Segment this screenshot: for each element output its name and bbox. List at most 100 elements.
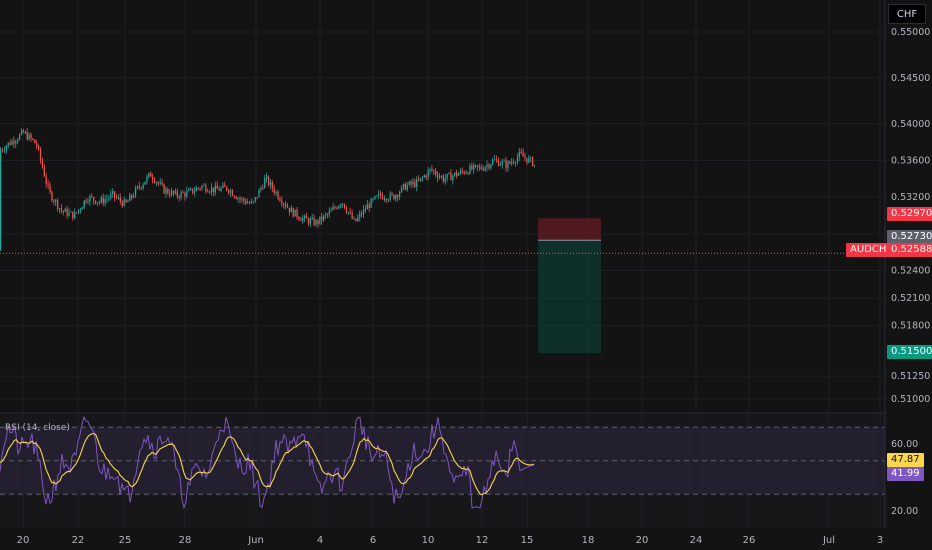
candle-body [444, 178, 446, 182]
time-axis-label: 12 [476, 535, 489, 546]
candle-body [267, 176, 270, 186]
candle-body [60, 208, 63, 211]
candle-body [298, 217, 300, 220]
candle-body [423, 175, 425, 178]
candle-body [3, 150, 6, 152]
candle-body [393, 194, 395, 200]
currency-selector[interactable]: CHF [888, 4, 926, 24]
time-axis-label: 26 [743, 535, 756, 546]
candle-body [74, 212, 76, 219]
last-price-badge: 0.52588 [887, 243, 932, 257]
price-tick-label: 0.53200 [891, 192, 930, 203]
candle-body [239, 198, 241, 200]
candle-body [507, 161, 509, 168]
candle-body [446, 173, 448, 179]
candle-body [209, 191, 211, 193]
candle-body [345, 208, 348, 213]
candle-body [383, 198, 386, 200]
candle-body [347, 212, 349, 213]
candle-body [167, 188, 169, 194]
candle-body [24, 132, 26, 133]
candle-body [17, 139, 19, 142]
candle-body [233, 195, 235, 198]
candle-body [184, 192, 186, 197]
candle-body [96, 202, 99, 204]
candle-body [300, 219, 302, 221]
candle-body [114, 191, 116, 198]
candle-body [91, 196, 93, 198]
candle-body [288, 207, 291, 213]
candle-body [273, 188, 275, 193]
take-profit-zone [538, 240, 601, 354]
candle-body [100, 197, 102, 203]
candle-body [127, 201, 129, 203]
candle-body [237, 198, 239, 199]
candle-body [410, 181, 412, 185]
candle-body [77, 209, 80, 213]
candle-body [492, 160, 494, 165]
candle-body [11, 140, 13, 145]
candle-body [296, 209, 298, 218]
candle-body [437, 174, 439, 178]
candle-body [419, 177, 422, 181]
candle-body [513, 162, 515, 163]
candle-body [129, 194, 131, 202]
candle-body [294, 209, 296, 217]
candle-body [188, 189, 190, 191]
candle-body [391, 193, 393, 195]
candle-body [205, 185, 207, 192]
candle-body [343, 203, 346, 209]
candle-body [117, 197, 120, 199]
candle-body [49, 185, 51, 192]
candle-body [34, 139, 36, 144]
candle-body [319, 216, 321, 224]
candle-body [463, 171, 465, 174]
candle-body [131, 194, 133, 198]
entry-price-badge: 0.52730 [887, 230, 932, 244]
rsi-indicator-title[interactable]: RSI (14, close) [5, 423, 70, 433]
candle-body [203, 185, 205, 187]
candle-body [285, 204, 287, 207]
candle-body [241, 198, 243, 200]
candle-body [522, 153, 524, 157]
candle-body [425, 175, 427, 178]
candle-body [418, 179, 420, 181]
candle-body [140, 187, 142, 189]
candle-body [389, 193, 391, 200]
candle-body [338, 205, 340, 209]
time-axis-label: Jun [247, 535, 264, 546]
rsi-ma-line [0, 432, 535, 496]
candle-body [102, 197, 104, 204]
candle-body [85, 200, 87, 203]
candle-body [20, 130, 23, 135]
rsi-value-badge: 47.87 [887, 453, 924, 467]
time-axis-label: 18 [582, 535, 595, 546]
candle-body [45, 176, 47, 184]
candle-body [252, 201, 254, 203]
candle-body [364, 209, 367, 210]
candle-body [438, 176, 441, 178]
candle-body [478, 166, 481, 168]
candle-body [277, 191, 279, 199]
candle-body [266, 176, 268, 179]
candle-body [509, 161, 511, 164]
candle-body [72, 211, 74, 219]
candle-body [32, 138, 34, 140]
candle-body [98, 202, 101, 203]
candle-body [395, 195, 397, 200]
candle-body [324, 214, 327, 216]
candle-body [1, 149, 4, 151]
candle-body [399, 192, 401, 197]
candle-body [39, 148, 42, 160]
candle-body [305, 215, 308, 219]
candle-body [482, 169, 484, 171]
candle-body [421, 177, 424, 179]
candle-body [450, 172, 452, 181]
candle-body [480, 166, 482, 170]
candle-body [497, 160, 500, 166]
candle-body [378, 193, 380, 196]
candle-body [108, 197, 110, 199]
candle-body [169, 193, 171, 196]
candle-body [30, 134, 32, 139]
